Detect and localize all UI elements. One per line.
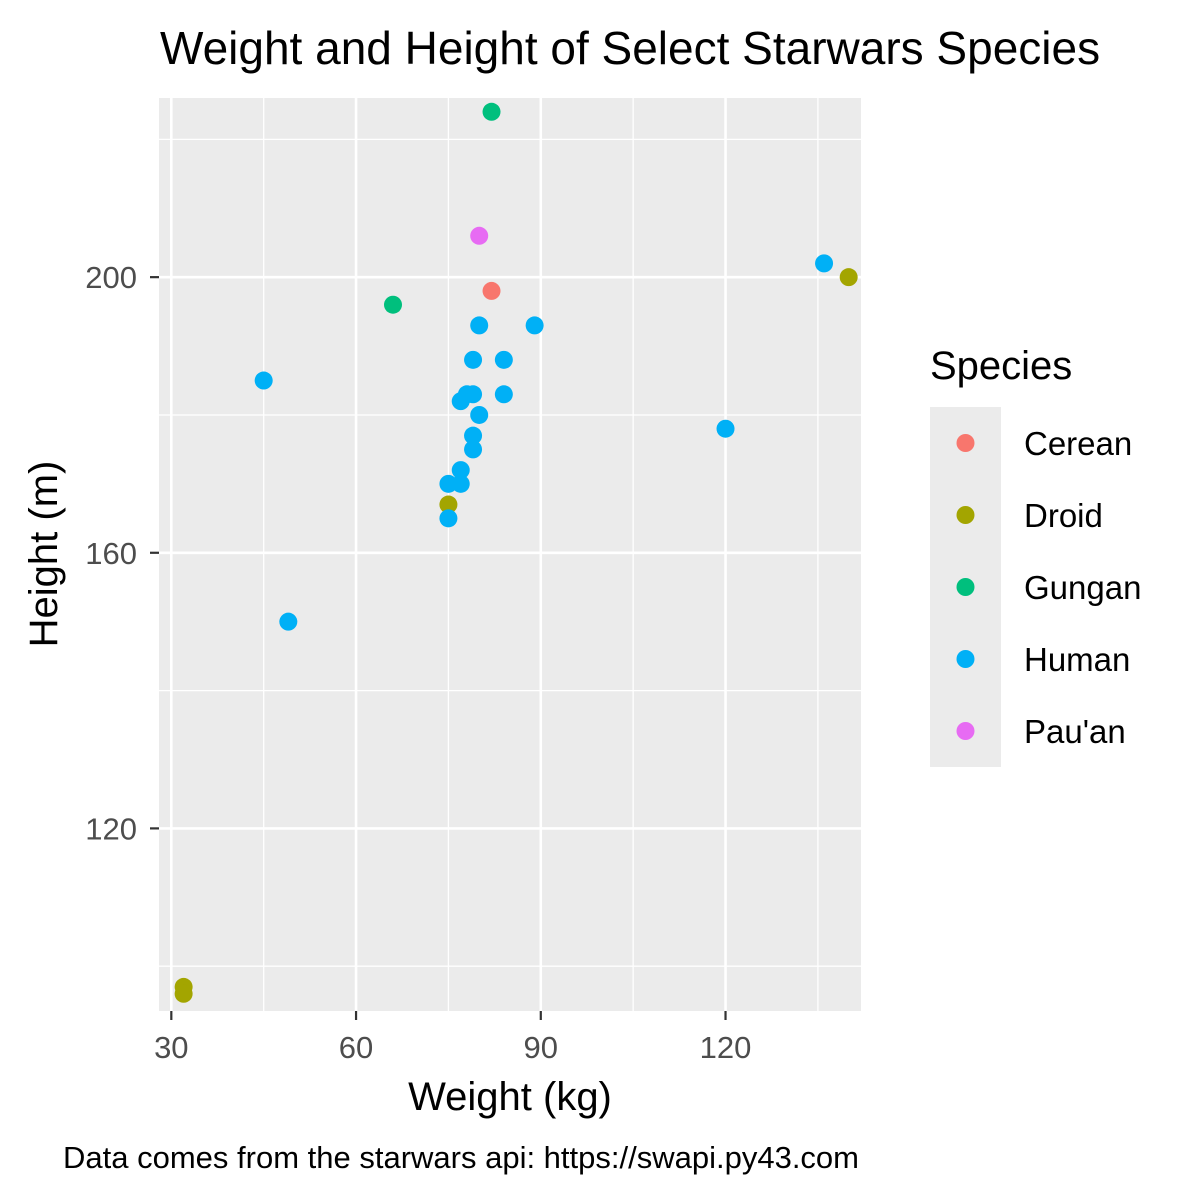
legend-key (956, 434, 975, 452)
data-point (279, 612, 298, 631)
data-point (254, 371, 273, 390)
data-point (716, 419, 735, 438)
x-tick-label: 120 (700, 1030, 752, 1065)
plot-panel (159, 98, 861, 1011)
data-point (839, 268, 858, 287)
legend-key (956, 722, 975, 740)
y-axis-label: Height (m) (22, 461, 66, 648)
legend-label: Gungan (1024, 569, 1141, 606)
legend-label: Droid (1024, 497, 1103, 534)
data-point (470, 405, 489, 424)
x-tick-label: 30 (154, 1030, 188, 1065)
y-axis: 120 160 200 (85, 260, 159, 846)
data-point (457, 385, 476, 404)
data-point (525, 316, 544, 335)
data-point (815, 254, 834, 273)
data-point (482, 281, 501, 300)
y-tick-label: 200 (85, 260, 137, 295)
data-points (174, 102, 858, 1003)
grid (159, 98, 861, 1011)
data-point (464, 440, 483, 459)
chart-title: Weight and Height of Select Starwars Spe… (160, 22, 1100, 74)
data-point (494, 385, 513, 404)
data-point (174, 984, 193, 1003)
data-point (451, 474, 470, 493)
legend-label: Pau'an (1024, 713, 1126, 750)
legend-label: Human (1024, 641, 1130, 678)
legend-title: Species (930, 344, 1072, 388)
x-tick-label: 60 (339, 1030, 373, 1065)
legend-key (956, 578, 975, 596)
data-point (451, 461, 470, 480)
data-point (439, 495, 458, 514)
legend-items: Cerean Droid Gungan Human Pau'an (956, 425, 1141, 750)
chart-caption: Data comes from the starwars api: https:… (63, 1140, 859, 1175)
data-point (464, 426, 483, 445)
x-axis-label: Weight (kg) (408, 1075, 612, 1119)
y-tick-label: 160 (85, 536, 137, 571)
y-tick-label: 120 (85, 811, 137, 846)
legend: Species Cerean Droid Gungan Human Pau'an (930, 344, 1141, 767)
data-point (470, 316, 489, 335)
x-tick-label: 90 (524, 1030, 558, 1065)
data-point (494, 350, 513, 369)
legend-key (956, 506, 975, 524)
legend-label: Cerean (1024, 425, 1132, 462)
data-point (384, 295, 402, 314)
legend-key (956, 650, 975, 668)
data-point (439, 509, 458, 528)
data-point (439, 474, 458, 493)
data-point (464, 350, 483, 369)
x-axis: 30 60 90 120 (154, 1011, 751, 1065)
data-point (470, 226, 489, 245)
data-point (482, 102, 501, 121)
